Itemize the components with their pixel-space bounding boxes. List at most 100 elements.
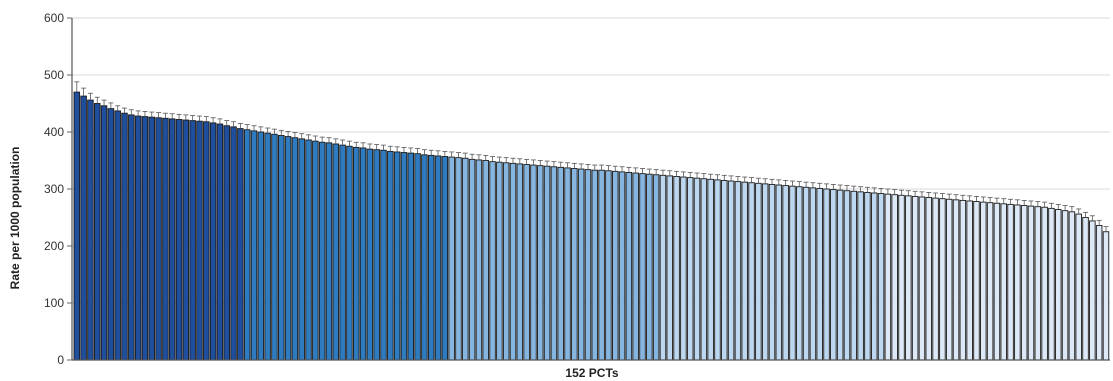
x-axis-title: 152 PCTs	[565, 366, 618, 380]
bar	[530, 164, 537, 361]
bar	[175, 119, 183, 361]
bar	[1041, 206, 1048, 361]
bar	[911, 195, 919, 361]
bar	[189, 120, 196, 361]
bar	[332, 143, 340, 361]
y-tick-label: 100	[44, 296, 64, 310]
bar	[400, 152, 408, 361]
bar	[1082, 217, 1089, 361]
bar	[1095, 225, 1103, 361]
bar	[775, 184, 783, 361]
error-bars	[74, 81, 1109, 232]
bar	[707, 178, 714, 361]
bars	[73, 91, 1110, 361]
bar	[993, 202, 1001, 361]
bar	[257, 131, 265, 361]
bar	[441, 156, 449, 361]
bar	[393, 151, 401, 361]
bar	[468, 158, 476, 361]
bar	[939, 198, 946, 361]
bar	[312, 140, 319, 361]
bar	[121, 112, 128, 361]
bar	[318, 141, 326, 361]
bar	[168, 118, 176, 361]
bar	[414, 153, 421, 361]
bar	[148, 116, 156, 361]
bar	[686, 177, 694, 361]
bar	[1027, 205, 1035, 361]
bar	[884, 193, 892, 361]
bar	[632, 172, 639, 361]
bar	[502, 162, 510, 361]
bar	[359, 147, 367, 361]
bar	[693, 177, 701, 361]
bar	[830, 189, 837, 361]
bar	[209, 122, 217, 361]
bar	[625, 172, 633, 361]
bar	[482, 160, 489, 361]
bar	[666, 175, 674, 361]
bar	[584, 169, 592, 361]
bar	[489, 161, 496, 361]
bar	[898, 194, 905, 361]
bar	[305, 139, 312, 361]
bar	[243, 129, 251, 361]
bar	[380, 149, 387, 361]
y-tick-label: 500	[44, 68, 64, 82]
bar	[523, 164, 530, 361]
bar	[353, 146, 360, 361]
bar	[605, 170, 612, 361]
bar	[182, 119, 190, 361]
bar	[918, 196, 926, 361]
bar	[877, 193, 885, 361]
bar	[1000, 203, 1007, 361]
bar	[1102, 231, 1110, 361]
bar	[836, 189, 844, 361]
bar	[516, 163, 524, 361]
bar	[755, 182, 762, 361]
bar	[373, 149, 380, 361]
bar	[577, 168, 585, 361]
bar	[741, 181, 748, 361]
bar	[264, 132, 271, 361]
y-ticks: 0 100 200 300 400 500 600	[44, 11, 72, 367]
bar	[73, 91, 81, 361]
bar	[612, 170, 619, 361]
bar	[1014, 204, 1021, 361]
bar	[700, 178, 708, 361]
y-tick-label: 0	[57, 353, 64, 367]
bar	[284, 136, 292, 361]
bar	[427, 154, 435, 361]
bar	[421, 154, 428, 361]
bar	[448, 156, 455, 361]
bar	[905, 195, 912, 361]
bar	[782, 185, 789, 361]
bar	[823, 188, 830, 361]
bar	[230, 126, 237, 361]
bar	[796, 186, 803, 361]
bar	[646, 173, 653, 361]
bar	[966, 200, 973, 361]
bar	[509, 162, 517, 361]
bar	[250, 130, 258, 361]
bar	[1007, 203, 1014, 361]
bar	[196, 120, 203, 361]
bar	[291, 137, 299, 361]
bar	[571, 168, 578, 361]
bar	[216, 123, 224, 361]
bar	[366, 148, 374, 361]
bar	[346, 145, 353, 361]
bar	[857, 191, 864, 361]
bar	[843, 190, 851, 361]
bar	[325, 142, 333, 361]
bar	[598, 169, 605, 361]
bar	[564, 167, 571, 361]
bar	[864, 191, 871, 361]
bar	[557, 166, 564, 361]
bar	[1034, 206, 1042, 361]
bar	[1089, 220, 1096, 361]
bar	[761, 183, 769, 361]
bar	[952, 199, 960, 361]
bar	[462, 157, 469, 361]
